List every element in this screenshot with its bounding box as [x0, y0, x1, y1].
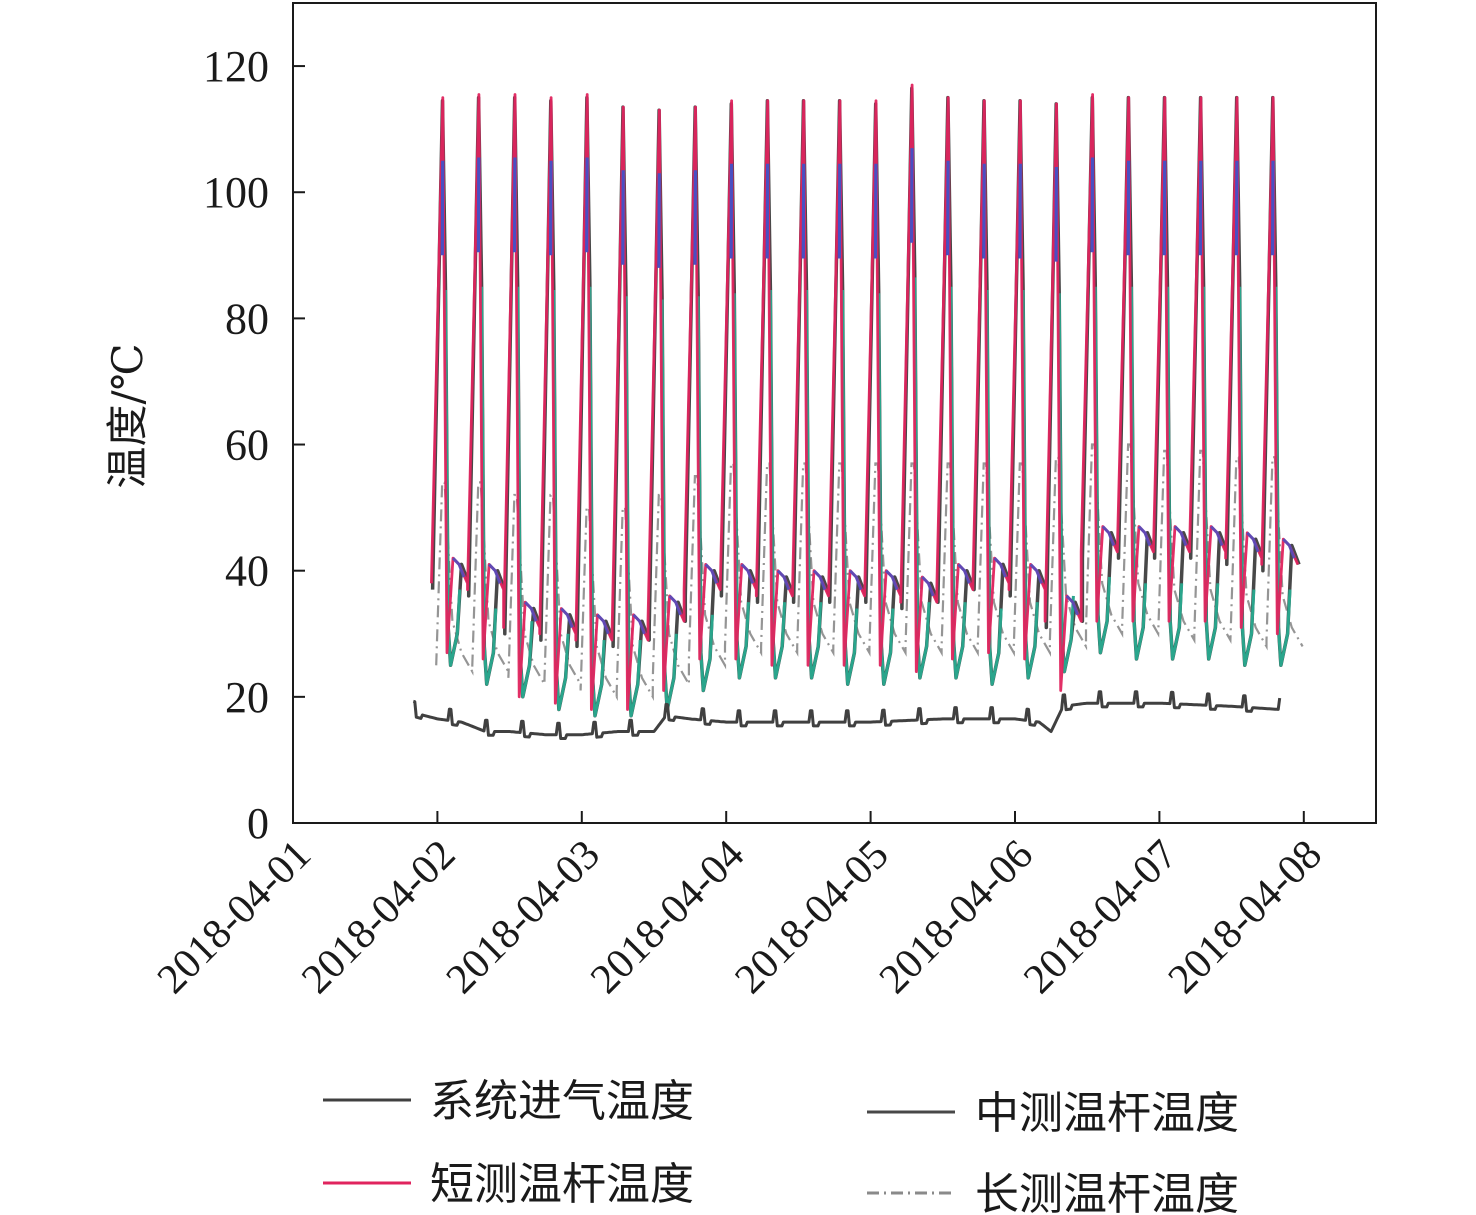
legend-label: 系统进气温度: [430, 1076, 694, 1127]
series-middle-rod-trough-highlight: [444, 277, 1292, 718]
legend-label: 中测温杆温度: [975, 1088, 1239, 1139]
x-tick-label: 2018-04-01: [149, 832, 320, 1003]
y-tick-label: 60: [225, 421, 269, 470]
y-tick-label: 100: [203, 168, 269, 217]
x-tick-label: 2018-04-06: [871, 832, 1042, 1003]
y-axis: 0 20 40 60 80 100 120: [203, 42, 305, 848]
x-tick-label: 2018-04-03: [438, 832, 609, 1003]
x-axis: 2018-04-012018-04-022018-04-032018-04-04…: [149, 811, 1331, 1003]
x-tick-label: 2018-04-02: [293, 832, 464, 1003]
x-tick-label: 2018-04-05: [727, 832, 898, 1003]
series-long-rod-line: [435, 443, 1304, 701]
x-tick-label: 2018-04-08: [1160, 832, 1331, 1003]
series-intake-air-line: [412, 690, 1282, 740]
series-short-rod-line: [430, 83, 1300, 711]
y-tick-label: 40: [225, 547, 269, 596]
y-tick-label: 20: [225, 673, 269, 722]
y-tick-label: 80: [225, 294, 269, 343]
plot-frame: [292, 2, 1377, 824]
y-tick-label: 0: [247, 799, 269, 848]
legend-label: 短测温杆温度: [430, 1159, 694, 1210]
x-tick-label: 2018-04-07: [1015, 832, 1186, 1003]
y-axis-title: 温度/℃: [103, 343, 152, 488]
x-tick-label: 2018-04-04: [582, 832, 753, 1003]
series-short-rod-plateau-highlight: [451, 525, 1296, 635]
series-short-rod-peak-highlight: [440, 148, 1275, 268]
y-tick-label: 120: [203, 42, 269, 91]
series-layer: [412, 83, 1304, 740]
legend-label: 长测温杆温度: [975, 1169, 1239, 1215]
